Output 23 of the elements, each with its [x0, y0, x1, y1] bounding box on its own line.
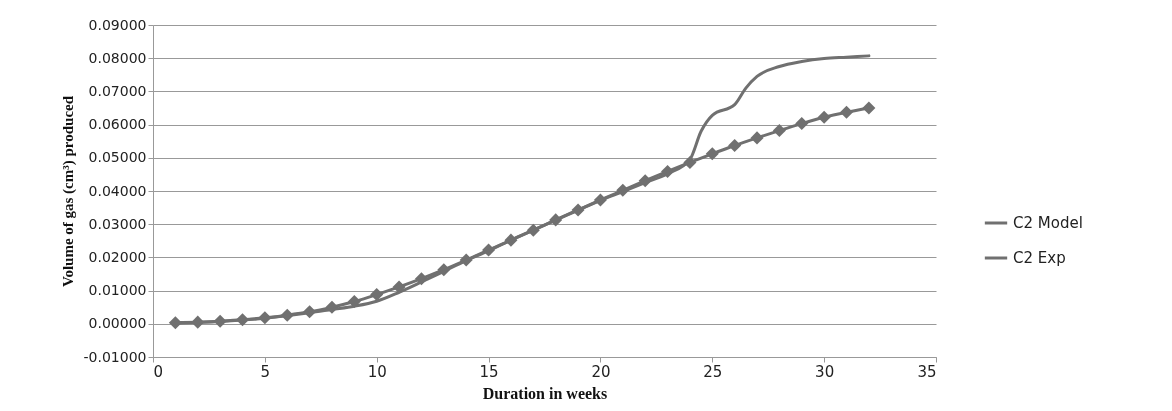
y-tick-label: 0.05000 — [88, 149, 147, 166]
y-tick-label: 0.06000 — [88, 116, 147, 133]
x-tick-label: 25 — [703, 362, 723, 381]
x-tick-label: 10 — [367, 362, 387, 381]
x-tick-label: 20 — [591, 362, 611, 381]
y-tick-label: 0.01000 — [88, 282, 147, 299]
y-tick-label: -0.01000 — [83, 348, 147, 365]
y-tick-label: 0.02000 — [88, 248, 147, 265]
y-tick-label: 0.03000 — [88, 215, 147, 232]
legend-label: C2 Exp — [1013, 249, 1066, 267]
y-tick-label: 0.04000 — [88, 182, 147, 199]
y-tick-label: 0.07000 — [88, 82, 147, 99]
legend-label: C2 Model — [1013, 214, 1083, 232]
x-tick-label: 5 — [260, 362, 271, 381]
y-tick-label: 0.00000 — [88, 315, 147, 332]
x-tick-label: 35 — [917, 362, 937, 381]
x-tick-label: 30 — [815, 362, 835, 381]
y-axis-title: Volume of gas (cm³) produced — [59, 95, 77, 288]
x-axis-title: Duration in weeks — [482, 384, 608, 402]
y-tick-label: 0.09000 — [88, 16, 147, 33]
x-tick-label: 15 — [479, 362, 499, 381]
y-tick-label: 0.08000 — [88, 49, 147, 66]
x-tick-label: 0 — [153, 362, 164, 381]
